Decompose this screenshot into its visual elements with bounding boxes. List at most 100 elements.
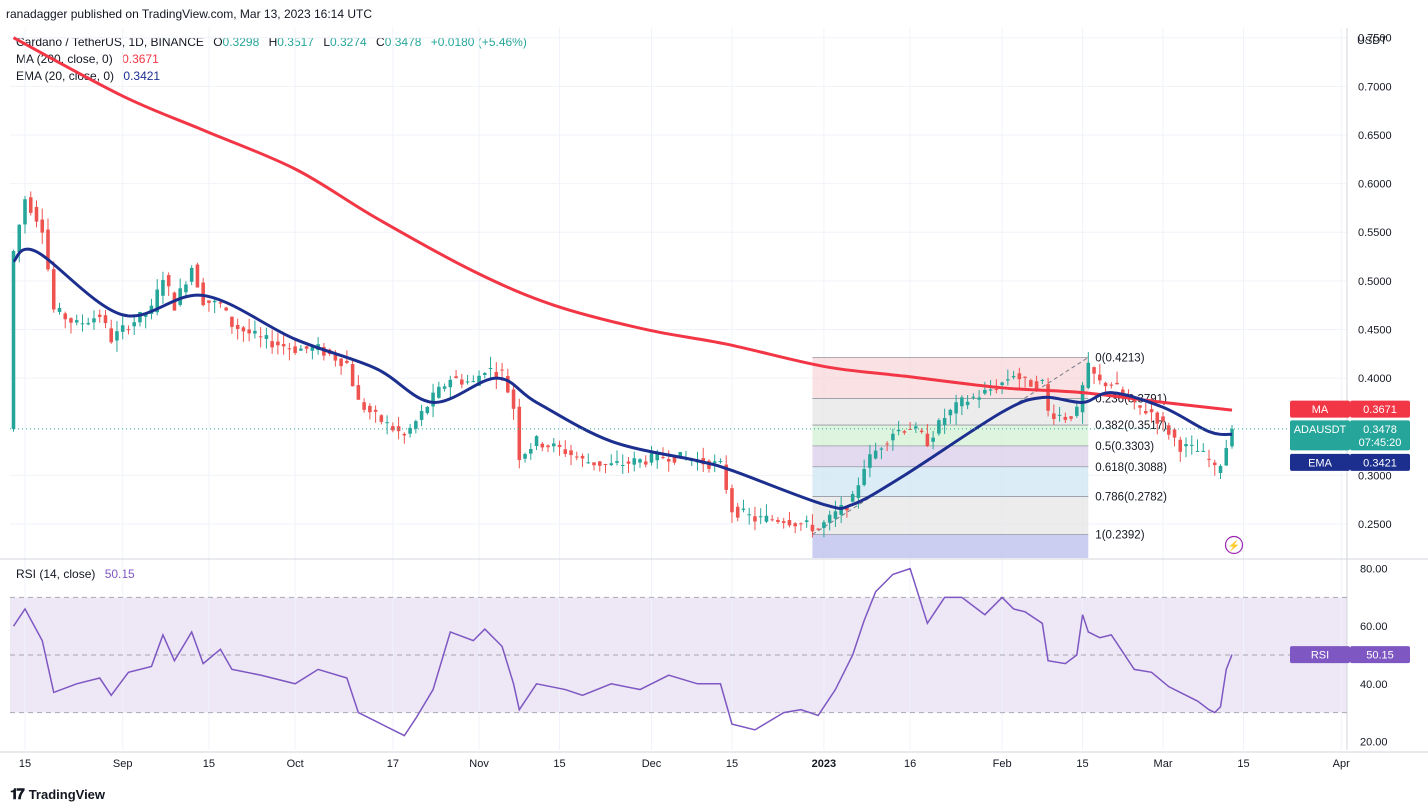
time-tick-label: 15 (19, 758, 31, 770)
price-tick-label: 0.5000 (1358, 276, 1392, 288)
candle-body (1178, 439, 1183, 452)
ma-legend-value: 0.3671 (122, 52, 159, 66)
candle-body (891, 433, 895, 441)
candle-body (212, 300, 217, 303)
candle-body (1103, 382, 1108, 387)
candle-body (885, 443, 889, 445)
candle-body (437, 386, 441, 398)
event-bolt-icon (1224, 535, 1244, 555)
tradingview-logo[interactable]: 𝟏𝟕 TradingView (10, 786, 105, 803)
candle-body (781, 521, 786, 523)
candle-body (1069, 416, 1073, 419)
candle-body (345, 360, 349, 363)
fib-level-label: 0(0.4213) (1095, 352, 1144, 364)
candle-body (551, 443, 556, 447)
fib-zone-0.5 (812, 445, 1089, 467)
candle-body (523, 453, 527, 459)
candle-body (741, 508, 746, 510)
candle-body (540, 443, 545, 448)
close-label: C (376, 35, 385, 49)
candle-body (471, 381, 476, 383)
candle-body (51, 269, 56, 310)
rsi-tick-label: 60.00 (1360, 621, 1388, 633)
candle-body (103, 315, 108, 324)
candle-body (442, 386, 447, 389)
time-tick-label: 15 (203, 758, 215, 770)
candle-body (758, 516, 763, 518)
rsi-tick-label: 40.00 (1360, 679, 1388, 691)
rsi-legend-value: 50.15 (104, 567, 135, 581)
candle-body (368, 405, 372, 413)
tradingview-mark-icon: 𝟏𝟕 (10, 786, 25, 803)
candle-body (661, 457, 665, 459)
candle-body (230, 316, 234, 327)
candle-body (1109, 384, 1114, 386)
candle-body (1034, 381, 1039, 389)
candle-body (178, 288, 182, 305)
candle-body (1040, 379, 1045, 381)
candle-body (534, 436, 539, 447)
candle-body (511, 389, 516, 409)
rsi-tag-value: 50.15 (1366, 650, 1394, 662)
time-tick-label: Mar (1154, 758, 1173, 770)
candle-body (465, 381, 470, 383)
candle-body (1075, 406, 1079, 416)
candle-body (1011, 376, 1016, 378)
candle-body (609, 463, 614, 466)
candle-body (718, 461, 723, 463)
candle-body (1132, 400, 1137, 403)
candle-body (776, 519, 780, 523)
candle-body (414, 421, 418, 429)
candle-body (126, 329, 131, 331)
candle-body (649, 453, 654, 463)
candle-body (850, 494, 855, 502)
price-tick-label: 0.6000 (1358, 179, 1392, 191)
candle-body (1023, 376, 1027, 378)
ema-legend-value: 0.3421 (123, 69, 161, 83)
price-tick-label: 0.4000 (1358, 373, 1392, 385)
candle-body (822, 522, 826, 529)
candle-body (1184, 444, 1188, 447)
candle-body (632, 458, 637, 465)
high-label: H (268, 35, 278, 49)
candle-body (1207, 458, 1211, 460)
candle-body (1086, 362, 1091, 388)
candle-body (40, 219, 45, 233)
candle-body (862, 468, 866, 485)
rsi-legend[interactable]: RSI (14, close) 50.15 (16, 567, 135, 581)
ema-tag-name: EMA (1308, 457, 1333, 469)
candle-body (655, 452, 660, 461)
candle-body (1098, 374, 1102, 381)
candle-body (879, 448, 884, 450)
candle-body (1161, 416, 1165, 422)
candle-body (454, 376, 458, 378)
price-tick-label: 0.4500 (1358, 324, 1392, 336)
candle-body (747, 514, 751, 516)
candle-body (1189, 444, 1194, 446)
tradingview-brand: TradingView (28, 787, 106, 802)
candle-body (592, 462, 596, 466)
candle-body (816, 528, 820, 530)
candle-body (868, 454, 872, 468)
candle-body (954, 402, 958, 414)
candle-body (1052, 413, 1056, 420)
ma200-line (12, 36, 1233, 412)
candle-body (253, 330, 257, 334)
candle-body (1212, 462, 1217, 466)
candle-body (402, 433, 407, 436)
candle-body (712, 461, 717, 464)
candle-body (425, 406, 430, 414)
ma-legend[interactable]: MA (200, close, 0) 0.3671 (16, 52, 159, 66)
candle-body (810, 524, 815, 532)
candle-body (914, 426, 918, 429)
candle-body (994, 389, 999, 391)
fib-level-label: 0.382(0.3517) (1095, 420, 1167, 432)
candle-body (574, 456, 579, 458)
candle-body (942, 417, 947, 426)
candle-body (477, 375, 481, 386)
candle-body (235, 324, 240, 329)
candle-body (529, 449, 533, 454)
candle-body (603, 464, 608, 466)
candle-body (339, 358, 343, 367)
